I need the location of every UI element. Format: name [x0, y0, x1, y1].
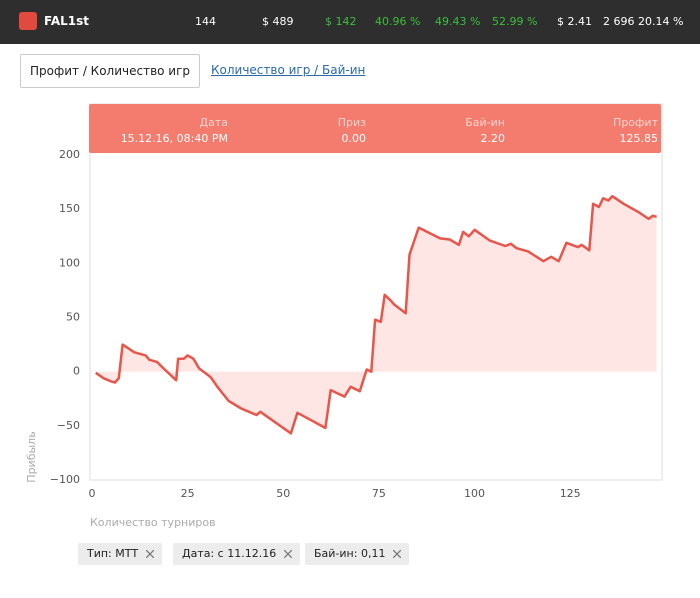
header-stat: $ 489 — [262, 15, 294, 28]
tab[interactable]: Количество игр / Бай-ин — [211, 63, 366, 77]
y-tick-label: 100 — [59, 256, 80, 269]
header-stat: 144 — [195, 15, 216, 28]
filter-chip[interactable]: Бай-ин: 0,11 — [305, 543, 410, 565]
chart: Количество турниров Прибыль Дата 15.12.16… — [25, 103, 663, 529]
area — [95, 196, 657, 434]
tooltip-bar — [89, 104, 661, 153]
tooltip-value: 15.12.16, 08:40 PM — [121, 132, 228, 145]
header-stat: $ 142 — [325, 15, 357, 28]
logo — [19, 12, 37, 30]
tooltip-label: Приз — [338, 116, 366, 129]
close-cross — [284, 550, 293, 558]
tooltip-value: 2.20 — [481, 132, 506, 145]
filter-chip[interactable]: Дата: с 11.12.16 — [173, 543, 301, 565]
y-tick-label: 150 — [59, 202, 80, 215]
y-tick-label: 50 — [66, 311, 80, 324]
header-stat: 49.43 % — [435, 15, 481, 28]
header-stat: 20.14 % — [638, 15, 684, 28]
user-name[interactable]: FAL1st — [44, 14, 89, 28]
tooltip-label: Бай-ин — [465, 116, 505, 129]
filter-chip[interactable]: Тип: МТТ — [78, 543, 163, 565]
close-cross — [146, 550, 155, 558]
x-tick-label: 25 — [181, 487, 195, 500]
tooltip-value: 0.00 — [342, 132, 367, 145]
x-tick-label: 50 — [276, 487, 290, 500]
y-tick-label: −100 — [50, 473, 80, 486]
close-icon[interactable] — [146, 550, 155, 558]
header-stat: 40.96 % — [375, 15, 421, 28]
y-tick-label: 200 — [59, 148, 80, 161]
tab-active[interactable]: Профит / Количество игр — [20, 54, 200, 88]
x-tick-label: 0 — [89, 487, 96, 500]
y-tick-label: 0 — [73, 365, 80, 378]
header-stat: $ 2.41 — [557, 15, 592, 28]
line — [95, 194, 657, 435]
close-icon[interactable] — [284, 550, 293, 558]
x-axis-title: Количество турниров — [90, 516, 216, 529]
y-axis-title: Прибыль — [25, 431, 38, 482]
x-tick-label: 75 — [372, 487, 386, 500]
top-bar: FAL1st 144 $ 489 $ 142 40.96 % 49.43 % 52.99 … — [0, 0, 700, 44]
header-stat: 52.99 % — [492, 15, 538, 28]
close-icon[interactable] — [393, 550, 402, 558]
header-stat: 2 696 — [603, 15, 635, 28]
tooltip-label: Профит — [613, 116, 659, 129]
tooltip-label: Дата — [200, 116, 228, 129]
y-tick-label: −50 — [57, 419, 80, 432]
close-cross — [393, 550, 402, 558]
x-tick-label: 125 — [560, 487, 581, 500]
tooltip-value: 125.85 — [620, 132, 659, 145]
x-tick-label: 100 — [464, 487, 485, 500]
